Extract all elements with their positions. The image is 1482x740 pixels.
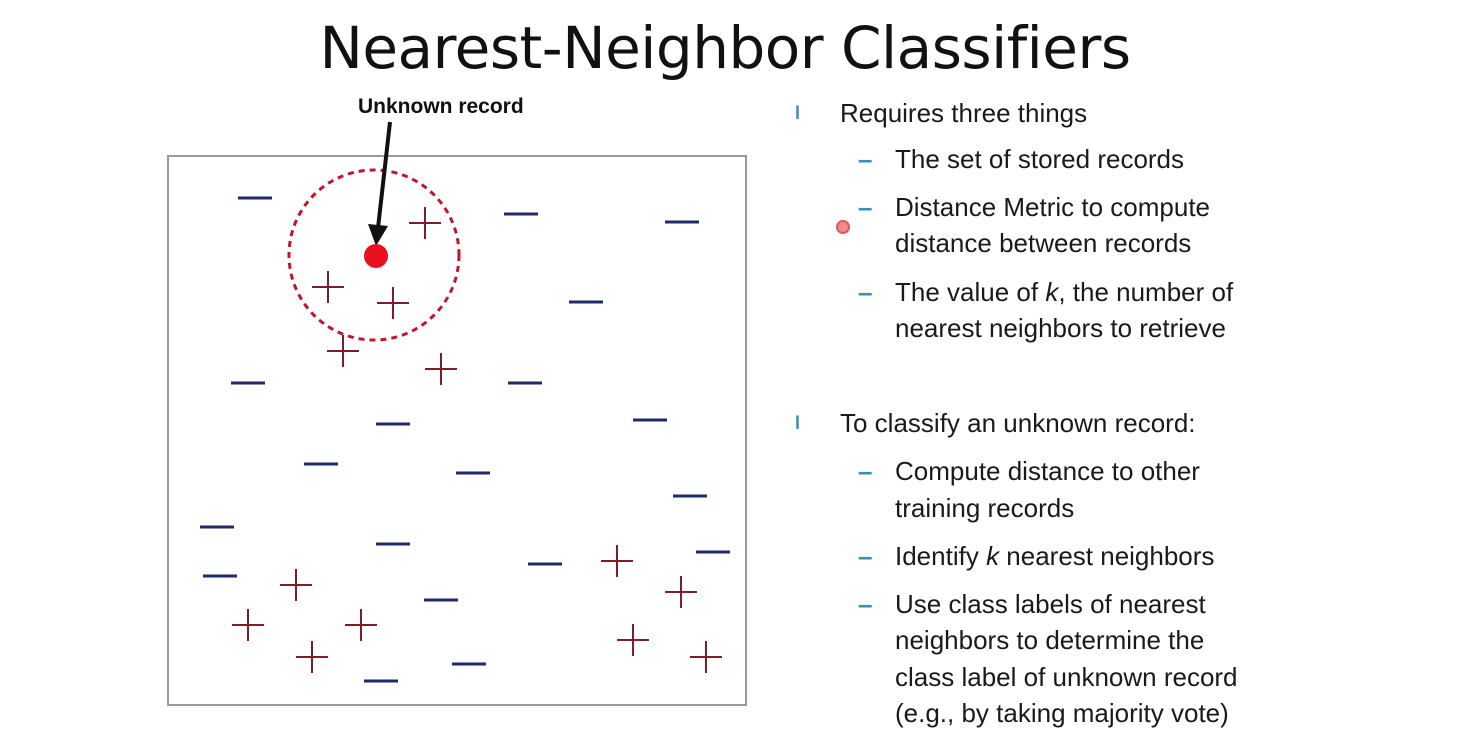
item-class-labels-line4: (e.g., by taking majority vote)	[895, 698, 1229, 728]
positive-record-mark	[409, 207, 441, 239]
positive-record-mark	[665, 576, 697, 608]
unknown-record-arrow	[376, 121, 392, 229]
positive-record-mark	[345, 609, 377, 641]
item-class-labels-line3: class label of unknown record	[895, 662, 1238, 692]
dash-marker: –	[858, 541, 873, 571]
positive-record-mark	[312, 271, 344, 303]
positive-record-mark	[425, 353, 457, 385]
neighborhood-circle	[287, 168, 461, 342]
bullet-marker: l	[795, 413, 801, 433]
positive-record-mark	[617, 624, 649, 656]
dash-marker: –	[858, 456, 873, 486]
item-distance-metric: Distance Metric to compute	[895, 192, 1211, 222]
bullet-requires: Requires three things	[840, 98, 1088, 128]
item-identify-k: Identify k nearest neighbors	[895, 541, 1215, 571]
bullet-marker: l	[795, 103, 801, 123]
positive-records	[232, 207, 722, 673]
arrow-head	[368, 224, 388, 246]
bullet-classify: To classify an unknown record:	[840, 408, 1196, 438]
positive-record-mark	[296, 641, 328, 673]
diagram-frame	[167, 155, 747, 706]
unknown-record-point	[364, 244, 388, 268]
item-class-labels-line2: neighbors to determine the	[895, 625, 1205, 655]
positive-record-mark	[280, 569, 312, 601]
positive-record-mark	[601, 545, 633, 577]
positive-record-mark	[377, 287, 409, 319]
slide-title: Nearest-Neighbor Classifiers	[319, 14, 1131, 82]
negative-records	[200, 196, 730, 683]
item-distance-metric-line2: distance between records	[895, 228, 1192, 258]
positive-record-mark	[690, 641, 722, 673]
knn-diagram	[167, 121, 747, 706]
item-stored-records: The set of stored records	[895, 144, 1185, 174]
laser-pointer-dot	[836, 220, 850, 234]
positive-record-mark	[327, 335, 359, 367]
dash-marker: –	[858, 144, 873, 174]
unknown-record-label: Unknown record	[358, 95, 524, 118]
dash-marker: –	[858, 277, 873, 307]
item-value-of-k-line2: nearest neighbors to retrieve	[895, 313, 1226, 343]
dash-marker: –	[858, 589, 873, 619]
item-compute-distance: Compute distance to other	[895, 456, 1200, 486]
item-class-labels: Use class labels of nearest	[895, 589, 1206, 619]
item-value-of-k: The value of k, the number of	[895, 277, 1234, 307]
positive-record-mark	[232, 609, 264, 641]
dash-marker: –	[858, 192, 873, 222]
item-compute-distance-line2: training records	[895, 493, 1075, 523]
